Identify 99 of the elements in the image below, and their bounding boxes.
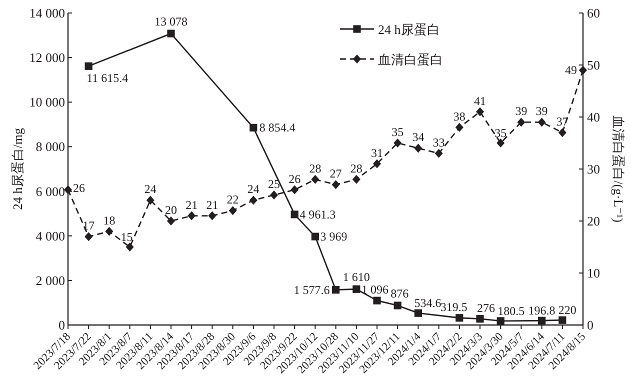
point [414, 144, 422, 153]
point [373, 159, 381, 168]
data-label: 11 615.4 [86, 71, 128, 86]
data-label: 24 [247, 182, 260, 196]
point [290, 185, 299, 194]
point [270, 190, 278, 200]
data-label: 34 [412, 130, 424, 144]
y2-tick-label: 20 [587, 214, 600, 228]
point [434, 148, 443, 158]
data-label: 33 [432, 135, 445, 150]
point [538, 118, 546, 127]
data-label: 180.5 [498, 304, 525, 318]
y-tick-label: 14 000 [29, 6, 65, 20]
data-label: 27 [330, 166, 342, 181]
data-label: 25 [268, 177, 280, 191]
y-tick-label: 6 000 [36, 184, 65, 199]
point [455, 122, 464, 132]
data-label: 319.5 [440, 300, 468, 314]
y2-tick-label: 40 [587, 110, 600, 124]
data-label: 49 [565, 63, 577, 78]
point [332, 180, 340, 190]
data-label: 31 [371, 146, 383, 160]
y-tick-label: 8 000 [36, 139, 65, 154]
point [311, 232, 319, 240]
data-label: 28 [350, 161, 362, 176]
data-label: 22 [226, 192, 239, 207]
data-label: 4 961.3 [300, 207, 336, 222]
y-tick-label: 0 [58, 318, 65, 332]
point [394, 302, 402, 310]
point [476, 315, 484, 323]
y-axis-title: 24 h尿蛋白/mg [10, 128, 25, 210]
data-label: 21 [206, 198, 218, 212]
data-label: 17 [82, 218, 95, 233]
data-label: 21 [186, 198, 198, 212]
point [352, 285, 360, 293]
point [188, 211, 196, 220]
point [167, 216, 175, 226]
point [126, 242, 134, 252]
point [558, 316, 566, 324]
data-label: 41 [474, 94, 486, 108]
point [64, 185, 72, 194]
y-tick-label: 4 000 [36, 228, 65, 244]
data-label: 38 [453, 109, 466, 124]
data-label: 876 [390, 286, 409, 300]
point [290, 210, 298, 218]
data-label: 39 [536, 104, 548, 118]
legend-label: 24 h尿蛋白 [378, 22, 440, 37]
point [579, 66, 587, 75]
point [208, 211, 216, 220]
data-label: 15 [120, 230, 133, 244]
data-label: 35 [494, 126, 507, 140]
point [538, 316, 546, 324]
point [373, 296, 381, 304]
y-tick-label: 10 000 [29, 94, 65, 110]
data-label: 26 [288, 172, 301, 186]
point [84, 62, 92, 70]
point [414, 309, 422, 317]
point [332, 286, 340, 294]
data-label: 196.8 [528, 304, 556, 318]
data-label: 28 [309, 161, 322, 176]
data-label: 18 [103, 213, 116, 228]
point [476, 107, 484, 116]
point [558, 128, 566, 138]
data-label: 8 854.4 [259, 120, 296, 135]
y2-tick-label: 30 [587, 162, 600, 176]
point [249, 196, 258, 205]
y2-tick-label: 10 [587, 266, 600, 280]
point [394, 138, 402, 148]
legend-label: 血清白蛋白 [378, 52, 443, 67]
data-label: 20 [165, 203, 177, 217]
y2-tick-label: 50 [587, 58, 600, 72]
point [250, 124, 258, 132]
data-label: 13 078 [154, 14, 188, 29]
point [311, 174, 320, 184]
point [167, 30, 175, 38]
data-label: 220 [558, 303, 576, 318]
y-tick-label: 12 000 [29, 50, 65, 66]
data-label: 1 577.6 [294, 282, 330, 297]
y-tick-label: 2 000 [36, 272, 65, 288]
data-label: 39 [515, 104, 528, 118]
data-label: 1 610 [342, 270, 370, 284]
point [352, 174, 360, 184]
y2-axis-title: 血清白蛋白/(g·L⁻¹) [611, 116, 626, 222]
point [517, 118, 526, 127]
data-label: 276 [477, 300, 495, 315]
point [496, 138, 505, 148]
point [105, 226, 114, 236]
point [496, 317, 504, 325]
data-label: 24 [144, 182, 156, 196]
point [456, 314, 464, 322]
data-label: 35 [392, 125, 404, 139]
data-label: 3 969 [320, 230, 348, 244]
data-label: 26 [73, 180, 85, 195]
point [146, 196, 154, 205]
y2-tick-label: 0 [587, 318, 594, 332]
data-label: 534.6 [414, 296, 442, 310]
point [84, 232, 93, 242]
point [228, 206, 237, 216]
y2-tick-label: 60 [587, 6, 600, 20]
